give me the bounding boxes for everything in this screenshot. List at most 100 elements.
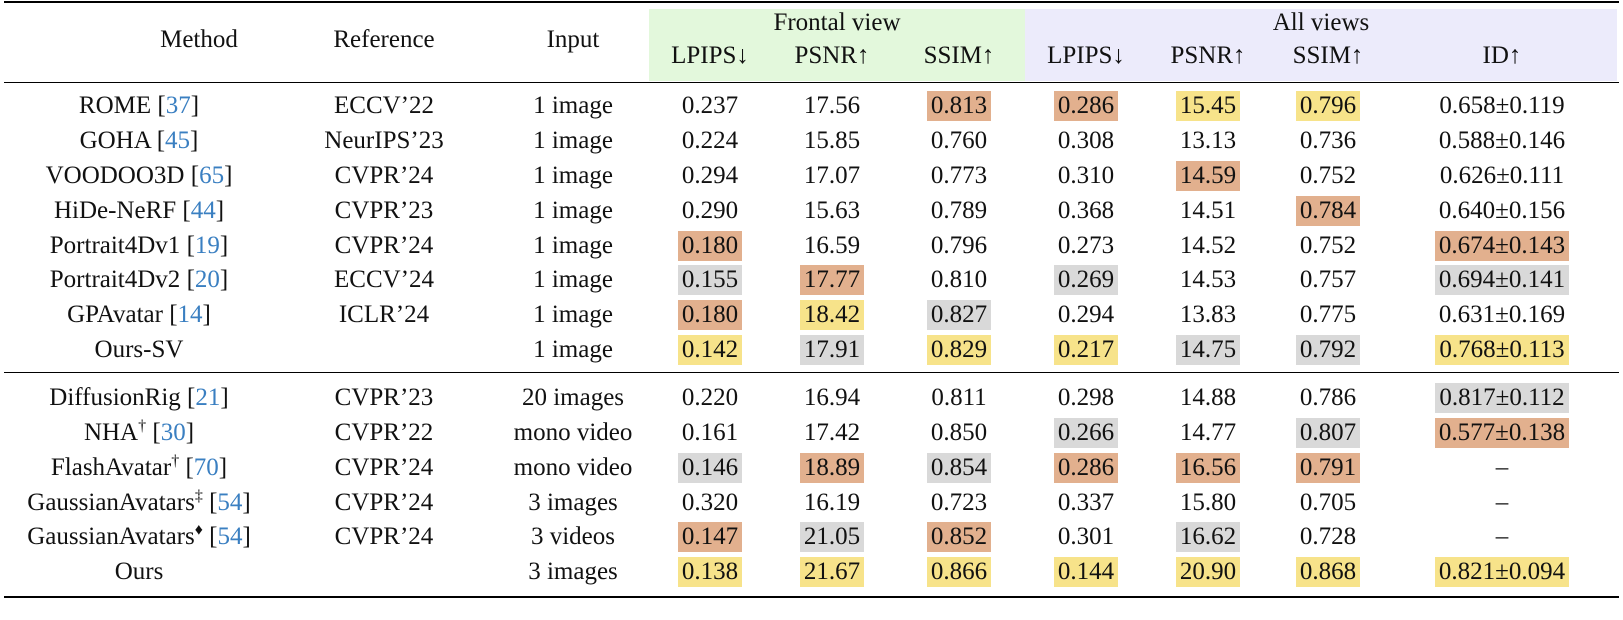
metric-value: 0.138 [677, 557, 743, 587]
input-cell: 1 image [533, 266, 613, 293]
metric-value: 14.75 [1175, 335, 1241, 365]
metric-cell: 0.368 [1025, 193, 1147, 229]
metric-value: 17.07 [803, 162, 861, 189]
metric-cell: 0.577±0.138 [1387, 415, 1617, 451]
input-cell: mono video [513, 454, 633, 481]
metric-value: – [1495, 454, 1509, 481]
metric-cell: 0.142 [649, 332, 771, 368]
metric-value: 0.723 [930, 489, 988, 516]
metric-cell: 0.180 [649, 228, 771, 264]
metric-cell: 0.852 [893, 519, 1025, 555]
citation-link[interactable]: 20 [194, 266, 220, 293]
metric-value: 0.298 [1057, 384, 1115, 411]
metric-cell: 14.59 [1147, 158, 1269, 194]
metric-value: 0.789 [930, 197, 988, 224]
metric-cell: 17.77 [771, 262, 893, 298]
input-cell: 1 image [533, 127, 613, 154]
metric-value: 16.19 [803, 489, 861, 516]
metric-cell: 0.294 [649, 158, 771, 194]
citation-link[interactable]: 54 [217, 523, 243, 550]
metric-value: 17.77 [799, 265, 865, 295]
metric-cell: 0.224 [649, 123, 771, 159]
input-cell: 1 image [533, 336, 613, 363]
metric-value: 0.796 [930, 232, 988, 259]
metric-cell: 13.13 [1147, 123, 1269, 159]
metric-cell: 14.51 [1147, 193, 1269, 229]
citation-link[interactable]: 21 [195, 384, 221, 411]
metric-value: 13.13 [1179, 127, 1237, 154]
metric-cell: 0.161 [649, 415, 771, 451]
metric-cell: 0.789 [893, 193, 1025, 229]
metric-value: 21.67 [799, 557, 865, 587]
metric-cell: 0.217 [1025, 332, 1147, 368]
metric-cell: 21.05 [771, 519, 893, 555]
metric-cell: 16.19 [771, 485, 893, 521]
group-rule [4, 372, 1619, 373]
citation-link[interactable]: 30 [160, 419, 186, 446]
metric-cell: 0.752 [1269, 158, 1387, 194]
citation-link[interactable]: 65 [199, 162, 225, 189]
method-cell: VOODOO3D [65] [45, 162, 233, 189]
metric-cell: 13.83 [1147, 297, 1269, 333]
metric-value: 16.94 [803, 384, 861, 411]
citation-link[interactable]: 14 [177, 301, 203, 328]
header-metric: ID↑ [1482, 42, 1522, 69]
metric-cell: 16.56 [1147, 450, 1269, 486]
method-name: GaussianAvatars [27, 489, 195, 516]
metric-value: 0.286 [1053, 91, 1119, 121]
metric-cell: – [1387, 450, 1617, 486]
metric-value: 0.786 [1299, 384, 1357, 411]
metric-value: 17.91 [799, 335, 865, 365]
reference-cell: CVPR’24 [334, 489, 434, 516]
metric-cell: 0.290 [649, 193, 771, 229]
metric-value: 0.217 [1053, 335, 1119, 365]
metric-cell: 0.266 [1025, 415, 1147, 451]
metric-cell: 14.88 [1147, 380, 1269, 416]
metric-cell: 0.640±0.156 [1387, 193, 1617, 229]
metric-value: 0.854 [926, 453, 992, 483]
metric-value: 0.308 [1057, 127, 1115, 154]
metric-value: 0.144 [1053, 557, 1119, 587]
reference-cell [304, 332, 464, 368]
metric-value: 0.817±0.112 [1435, 383, 1569, 413]
metric-cell: 0.705 [1269, 485, 1387, 521]
metric-value: 0.588±0.146 [1438, 127, 1566, 154]
reference-cell: NeurIPS’23 [324, 127, 444, 154]
metric-value: 0.810 [930, 266, 988, 293]
method-name: ROME [78, 92, 152, 119]
method-cell: GaussianAvatars♦ [54] [27, 521, 251, 550]
metric-value: 0.161 [681, 419, 739, 446]
metric-cell: 0.286 [1025, 450, 1147, 486]
metric-cell: 0.237 [649, 88, 771, 124]
method-name: Portrait4Dv2 [49, 266, 181, 293]
metric-value: 0.796 [1295, 91, 1361, 121]
metric-value: 0.577±0.138 [1434, 418, 1570, 448]
method-mark: † [171, 452, 180, 470]
metric-value: 0.626±0.111 [1439, 162, 1565, 189]
citation-link[interactable]: 37 [165, 92, 191, 119]
method-cell: Ours [4, 554, 274, 590]
citation-link[interactable]: 70 [193, 454, 219, 481]
reference-cell: ECCV’24 [334, 266, 434, 293]
metric-cell: 0.784 [1269, 193, 1387, 229]
input-cell: 1 image [533, 301, 613, 328]
table-row: Portrait4Dv1 [19] CVPR’24 1 image 0.180 16.5… [4, 228, 1619, 264]
input-cell: 20 images [521, 384, 625, 411]
metric-cell: 0.854 [893, 450, 1025, 486]
metric-value: 15.45 [1175, 91, 1241, 121]
header-metric: LPIPS↓ [671, 42, 749, 69]
citation-link[interactable]: 45 [165, 127, 191, 154]
citation-link[interactable]: 44 [190, 197, 216, 224]
table-row: DiffusionRig [21] CVPR’23 20 images 0.220 16… [4, 380, 1619, 416]
metric-cell: 0.817±0.112 [1387, 380, 1617, 416]
metric-cell: 0.736 [1269, 123, 1387, 159]
metric-cell: 0.310 [1025, 158, 1147, 194]
metric-value: 0.850 [930, 419, 988, 446]
citation-link[interactable]: 19 [194, 232, 220, 259]
metric-value: 0.286 [1053, 453, 1119, 483]
table-row: GOHA [45] NeurIPS’23 1 image 0.224 15.85 0.76… [4, 123, 1619, 159]
method-name: Ours [114, 558, 164, 585]
metric-value: 0.757 [1299, 266, 1357, 293]
metric-value: 0.237 [681, 92, 739, 119]
citation-link[interactable]: 54 [217, 489, 243, 516]
